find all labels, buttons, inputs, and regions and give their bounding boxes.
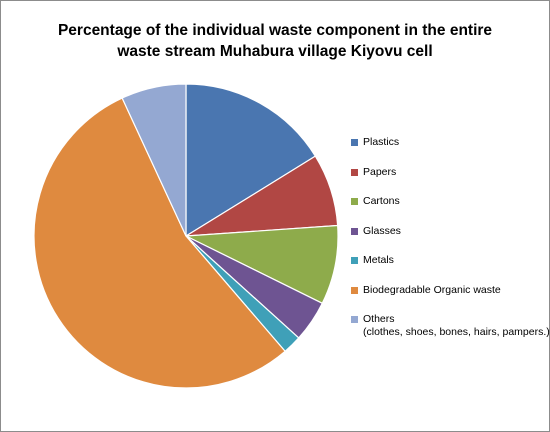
legend-label-line: Cartons (363, 195, 400, 207)
legend-swatch (351, 257, 358, 264)
chart-title-line-1: Percentage of the individual waste compo… (57, 22, 493, 39)
pie-slice-plastics (185, 83, 316, 237)
legend-swatch (351, 198, 358, 205)
legend-label: Cartons (363, 195, 400, 208)
pie-slices (33, 83, 339, 389)
legend-label-line: Biodegradable Organic waste (363, 283, 501, 296)
chart-title: Percentage of the individual waste compo… (40, 20, 510, 62)
legend-label: Biodegradable Organic waste (363, 284, 501, 297)
pie-slice-biodegradable-organic-waste (33, 97, 286, 389)
chart-title-line-2: waste stream Muhabura village Kiyovu cel… (117, 43, 433, 60)
legend-swatch (351, 168, 358, 176)
legend-label-line: Others (363, 313, 395, 325)
legend-label: Others (clothes, shoes, bones, hairs, pam… (363, 313, 550, 339)
legend-label: Papers (363, 166, 396, 179)
legend-swatch (351, 139, 358, 146)
legend-label-line: Glasses (363, 224, 401, 237)
legend-label: Metals (363, 254, 394, 267)
legend-swatch (351, 316, 358, 323)
legend-label: Plastics (363, 136, 399, 149)
legend-label-line: (clothes, shoes, bones, hairs, pampers.) (363, 326, 550, 338)
legend-label-line: Metals (363, 254, 394, 266)
pie-slice-others (121, 83, 187, 237)
legend-swatch (351, 227, 358, 235)
legend-swatch (351, 286, 358, 294)
legend-label: Glasses (363, 225, 401, 238)
legend-label-line: Plastics (363, 136, 400, 148)
legend-label-line: Papers (363, 165, 397, 178)
